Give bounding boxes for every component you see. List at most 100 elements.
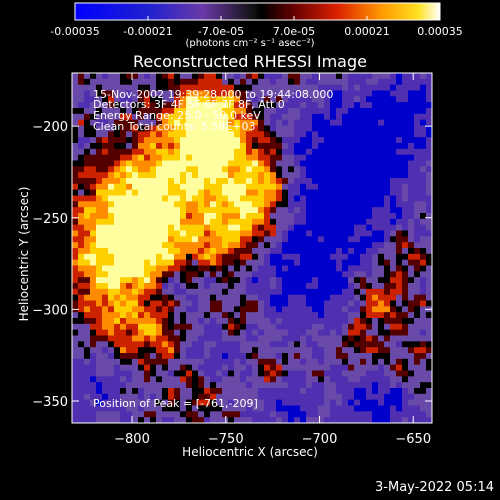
heatmap-cell <box>360 283 367 290</box>
heatmap-cell <box>384 370 391 377</box>
heatmap-cell <box>114 259 121 266</box>
heatmap-cell <box>330 312 337 319</box>
heatmap-cell <box>318 230 325 237</box>
heatmap-cell <box>180 178 187 185</box>
heatmap-cell <box>90 248 97 255</box>
heatmap-cell <box>318 213 325 220</box>
heatmap-cell <box>246 154 253 161</box>
heatmap-cell <box>306 201 313 208</box>
heatmap-cell <box>378 376 385 383</box>
heatmap-cell <box>192 236 199 243</box>
heatmap-cell <box>198 78 205 85</box>
heatmap-cell <box>378 183 385 190</box>
heatmap-cell <box>336 259 343 266</box>
heatmap-cell <box>102 376 109 383</box>
heatmap-cell <box>210 78 217 85</box>
heatmap-cell <box>246 108 253 115</box>
heatmap-cell <box>168 271 175 278</box>
heatmap-cell <box>174 393 181 400</box>
heatmap-cell <box>318 288 325 295</box>
heatmap-cell <box>108 131 115 138</box>
heatmap-cell <box>420 318 427 325</box>
heatmap-cell <box>324 183 331 190</box>
heatmap-cell <box>384 172 391 179</box>
heatmap-cell <box>132 236 139 243</box>
heatmap-cell <box>96 318 103 325</box>
heatmap-cell <box>168 318 175 325</box>
heatmap-cell <box>162 166 169 173</box>
heatmap-cell <box>408 230 415 237</box>
heatmap-cell <box>204 183 211 190</box>
heatmap-cell <box>216 329 223 336</box>
heatmap-cell <box>96 207 103 214</box>
heatmap-cell <box>378 73 385 80</box>
heatmap-cell <box>300 253 307 260</box>
heatmap-cell <box>366 125 373 132</box>
heatmap-cell <box>186 312 193 319</box>
heatmap-cell <box>342 207 349 214</box>
heatmap-cell <box>126 358 133 365</box>
heatmap-cell <box>372 84 379 91</box>
heatmap-cell <box>150 294 157 301</box>
heatmap-cell <box>390 358 397 365</box>
heatmap-cell <box>354 218 361 225</box>
heatmap-cell <box>174 90 181 97</box>
heatmap-cell <box>156 353 163 360</box>
heatmap-cell <box>402 405 409 412</box>
heatmap-cell <box>102 230 109 237</box>
heatmap-cell <box>318 90 325 97</box>
heatmap-cell <box>408 283 415 290</box>
heatmap-cell <box>114 248 121 255</box>
heatmap-cell <box>240 382 247 389</box>
heatmap-cell <box>372 318 379 325</box>
heatmap-cell <box>186 358 193 365</box>
heatmap-cell <box>264 102 271 109</box>
heatmap-cell <box>342 84 349 91</box>
heatmap-cell <box>150 90 157 97</box>
heatmap-cell <box>198 183 205 190</box>
heatmap-cell <box>198 178 205 185</box>
heatmap-cell <box>114 108 121 115</box>
heatmap-cell <box>408 347 415 354</box>
heatmap-cell <box>372 399 379 406</box>
heatmap-cell <box>372 218 379 225</box>
heatmap-cell <box>186 172 193 179</box>
heatmap-cell <box>90 283 97 290</box>
heatmap-cell <box>348 312 355 319</box>
heatmap-cell <box>228 329 235 336</box>
heatmap-cell <box>378 207 385 214</box>
heatmap-cell <box>402 312 409 319</box>
heatmap-cell <box>414 341 421 348</box>
heatmap-cell <box>294 78 301 85</box>
heatmap-cell <box>198 236 205 243</box>
heatmap-cell <box>354 376 361 383</box>
heatmap-cell <box>132 96 139 103</box>
heatmap-cell <box>354 393 361 400</box>
heatmap-cell <box>168 411 175 418</box>
heatmap-cell <box>138 341 145 348</box>
heatmap-cell <box>306 242 313 249</box>
heatmap-cell <box>150 236 157 243</box>
heatmap-cell <box>132 113 139 120</box>
heatmap-cell <box>348 405 355 412</box>
heatmap-cell <box>228 90 235 97</box>
heatmap-cell <box>426 160 433 167</box>
heatmap-cell <box>186 78 193 85</box>
heatmap-cell <box>84 73 91 80</box>
heatmap-cell <box>336 341 343 348</box>
heatmap-cell <box>366 189 373 196</box>
heatmap-cell <box>132 137 139 144</box>
heatmap-cell <box>150 195 157 202</box>
heatmap-cell <box>84 213 91 220</box>
heatmap-cell <box>210 417 217 424</box>
heatmap-cell <box>138 318 145 325</box>
heatmap-cell <box>270 399 277 406</box>
heatmap-cell <box>354 143 361 150</box>
heatmap-cell <box>288 265 295 272</box>
heatmap-cell <box>126 90 133 97</box>
heatmap-cell <box>78 230 85 237</box>
heatmap-cell <box>132 294 139 301</box>
heatmap-cell <box>90 172 97 179</box>
heatmap-cell <box>288 166 295 173</box>
heatmap-cell <box>258 183 265 190</box>
